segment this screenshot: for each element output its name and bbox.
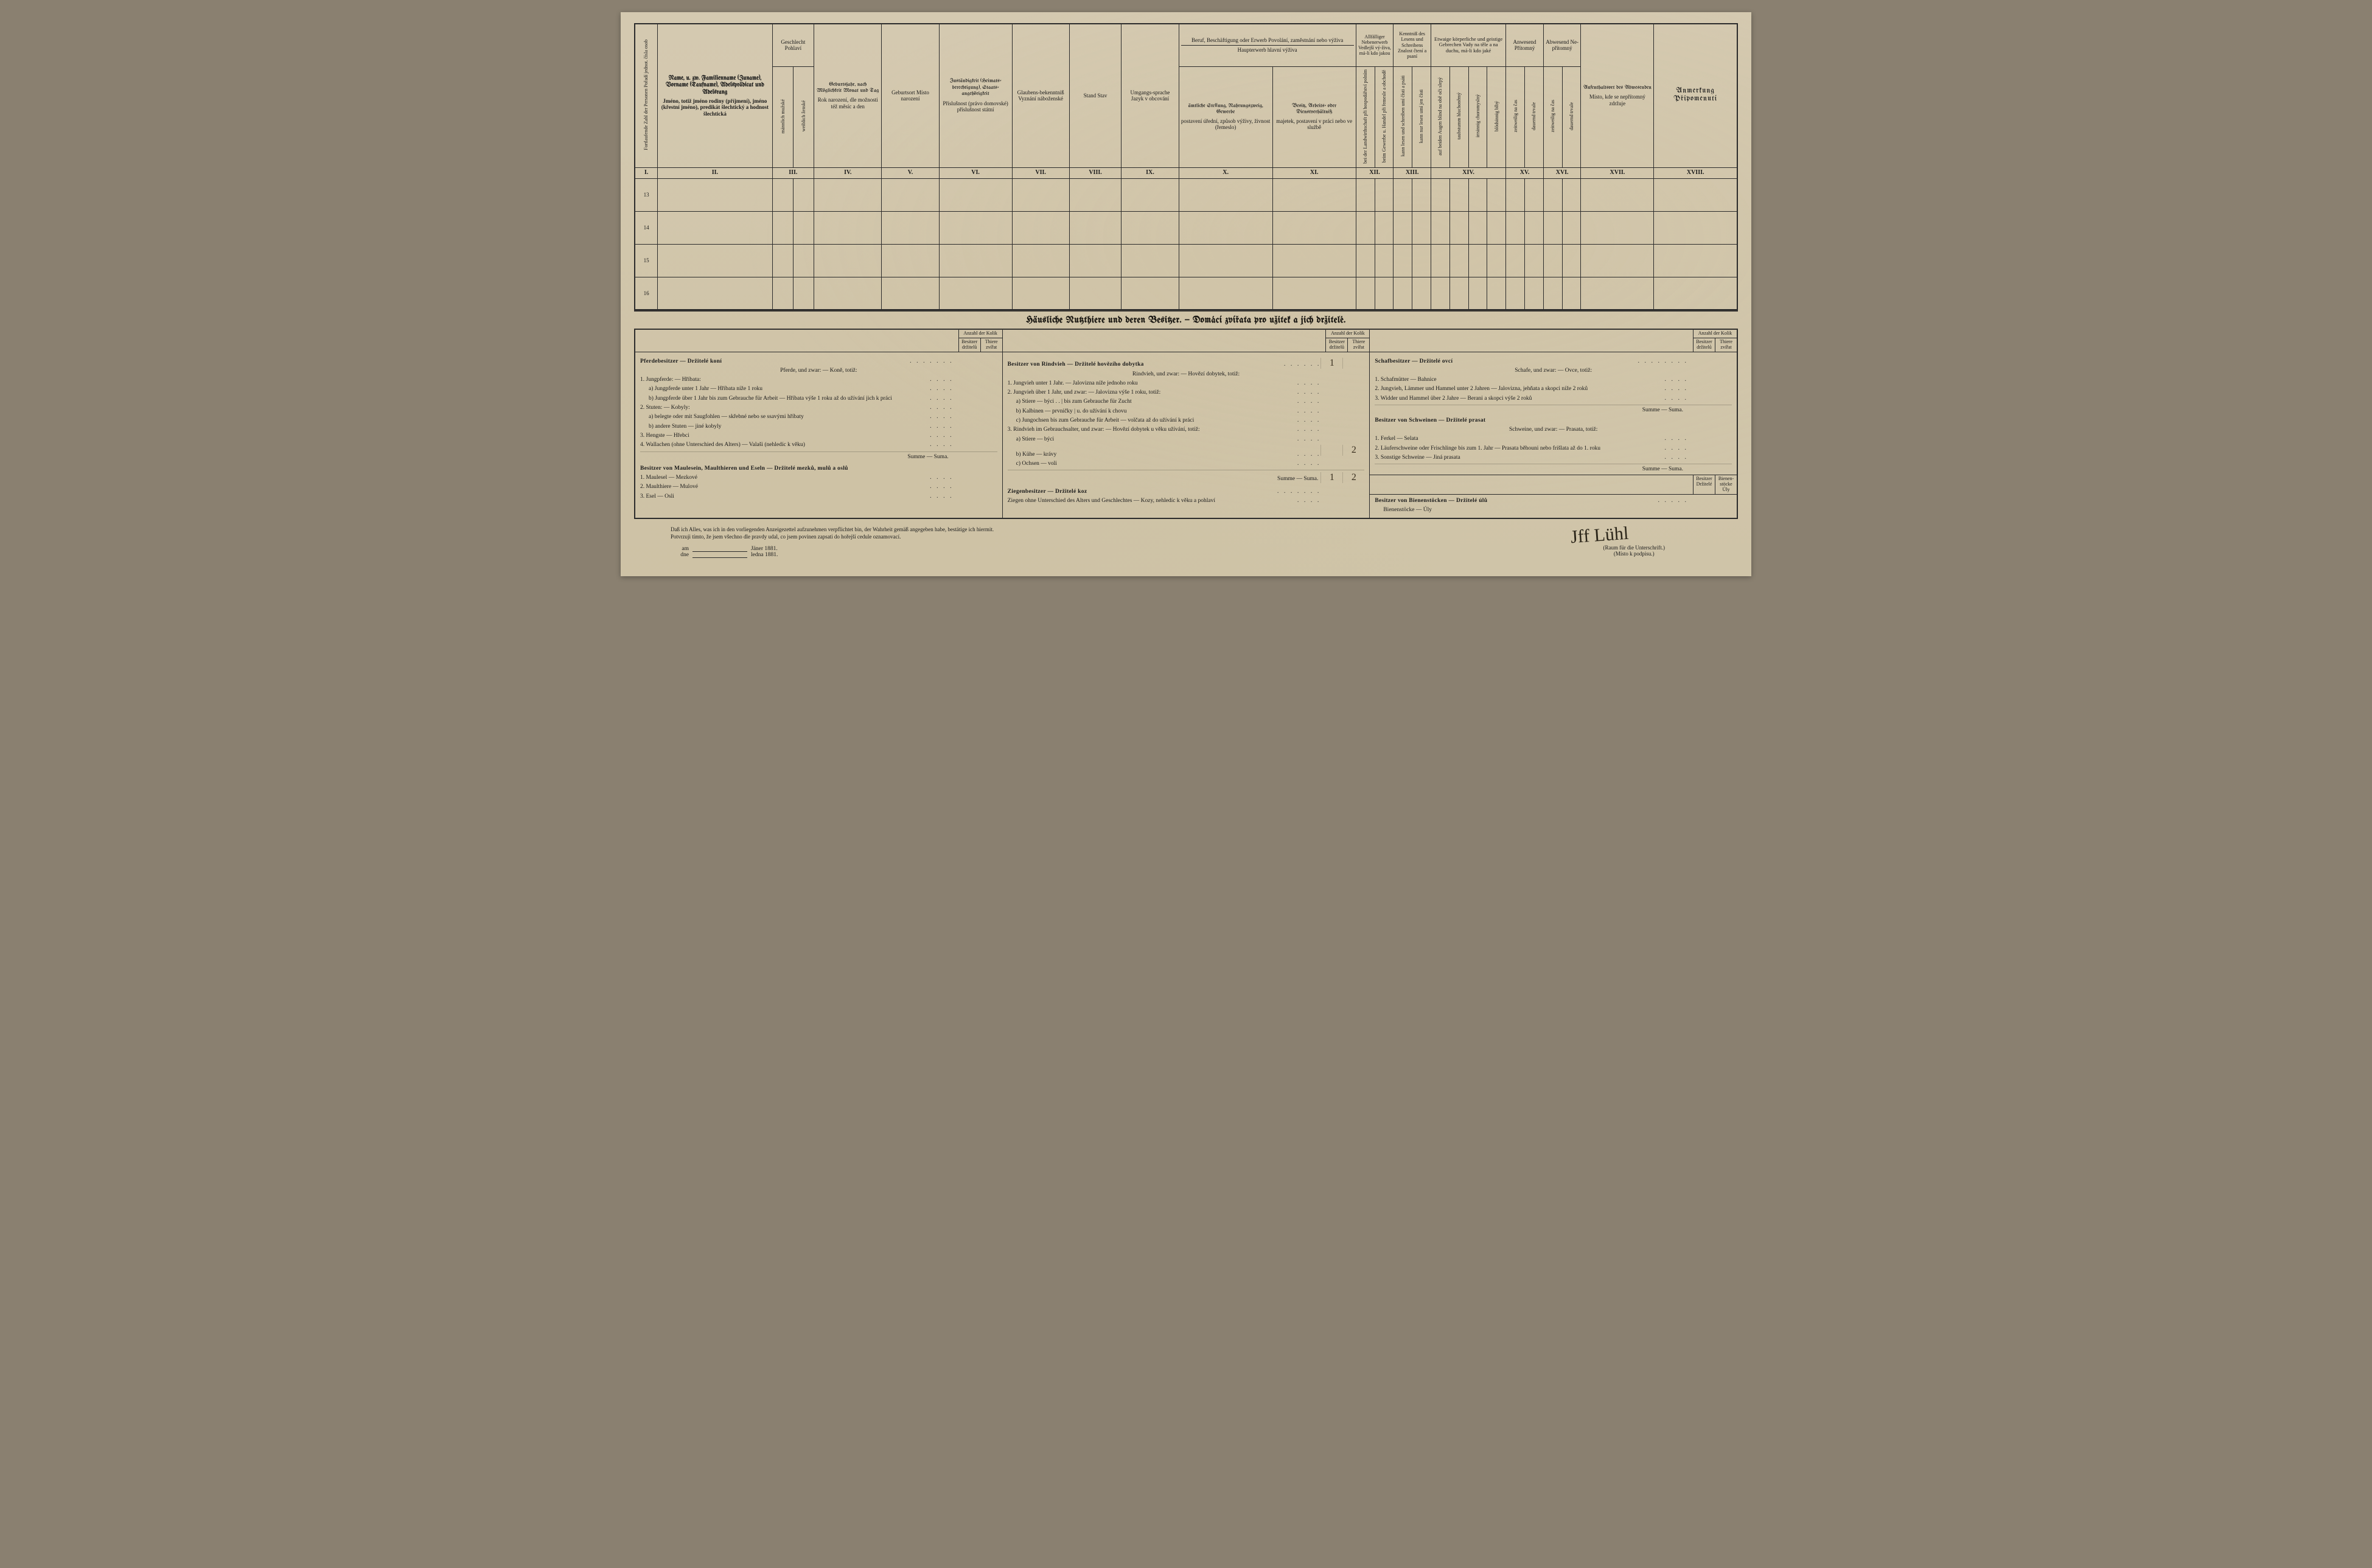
hdr-remark: Anmerkung Připomenutí [1654,24,1737,167]
hdr-v11: dauernd trvale [1562,66,1581,167]
hdr-birthyear: Geburtsjahr, nach Möglichkeit Monat und … [814,24,882,167]
hdr-citizenship: Zuständigkeit (Heimats-berechtigung), St… [939,24,1012,167]
hdr-present: Anwesend Přítomný [1506,24,1544,66]
hdr-birthplace: Geburtsort Místo narození [882,24,939,167]
hdr-occ-b: Besitz, Arbeits- oder Dienstverhältniß m… [1272,66,1356,167]
livestock-col-cattle: Anzahl der Kolik Besitzer držitelů Thier… [1002,330,1370,518]
hdr-sex-m: männlich mužské [772,66,793,167]
hdr-v2: kann lesen und schreiben umí čísti a psá… [1394,66,1412,167]
hdr-v1: beim Gewerbe u. Handel při řemesle a obc… [1375,66,1394,167]
table-row: 13 [635,178,1737,211]
hdr-side-occupation: Allfälliger Nebenerwerb Vedlejší vý-živa… [1356,24,1394,66]
roman-numeral-row: I. II. III. IV. V. VI. VII. VIII. IX. X.… [635,167,1737,178]
hdr-v7: blödsinnig blbý [1487,66,1506,167]
footer: Daß ich Alles, was ich in den vorliegend… [634,519,1738,558]
hdr-v10: zeitweilig na čas [1543,66,1562,167]
table-row: 16 [635,277,1737,310]
hdr-seq: Fortlaufende Zahl der Personen Pořadí je… [635,24,658,167]
hdr-occupation-top: Beruf, Beschäftigung oder Erwerb Povolán… [1179,24,1356,66]
table-row: 15 [635,244,1737,277]
livestock-col-horses: Anzahl der Kolik Besitzer držitelů Thier… [635,330,1002,518]
hdr-absent: Abwesend Ne-přítomný [1543,24,1581,66]
hdr-v0: bei der Landwirthschaft při hospodářství… [1356,66,1375,167]
hdr-status: Stand Stav [1069,24,1121,167]
hdr-v9: dauernd trvale [1525,66,1544,167]
hdr-v6: irrsinnig choromyslný [1468,66,1487,167]
hdr-whereabouts: Aufenthaltsort des Abwesenden Místo, kde… [1581,24,1654,167]
signature-note: (Raum für die Unterschrift.) (Místo k po… [1603,545,1665,557]
hdr-v3: kann nur lesen umí jen čísti [1412,66,1431,167]
census-main-table: Fortlaufende Zahl der Personen Pořadí je… [634,23,1738,310]
hdr-v5: taubstumm hluchoněmý [1449,66,1468,167]
hdr-occ-a: ämtliche Stellung, Nahrungszweig, Gewerb… [1179,66,1272,167]
hdr-disability: Etwaige körperliche und geistige Gebrech… [1431,24,1505,66]
hdr-religion: Glaubens-bekenntniß Vyznání náboženské [1012,24,1069,167]
hdr-sex-f: weiblich ženské [793,66,814,167]
hdr-v4: auf beiden Augen blind na obě oči slepý [1431,66,1449,167]
hdr-sex: Geschlecht Pohlaví [772,24,814,66]
hdr-literacy: Kenntniß des Lesens und Schreibens Znalo… [1394,24,1431,66]
hdr-v8: zeitweilig na čas [1506,66,1525,167]
livestock-section: Anzahl der Kolik Besitzer držitelů Thier… [634,330,1738,519]
table-row: 14 [635,211,1737,244]
census-form-page: Fortlaufende Zahl der Personen Pořadí je… [621,12,1751,576]
livestock-section-title: Häusliche Nutzthiere und deren Besitzer.… [634,310,1738,330]
hdr-language: Umgangs-sprache Jazyk v obcování [1121,24,1179,167]
hdr-name: Name, u. zw. Familienname (Zuname), Vorn… [658,24,772,167]
livestock-col-sheep: Anzahl der Kolik Besitzer držitelů Thier… [1369,330,1737,518]
